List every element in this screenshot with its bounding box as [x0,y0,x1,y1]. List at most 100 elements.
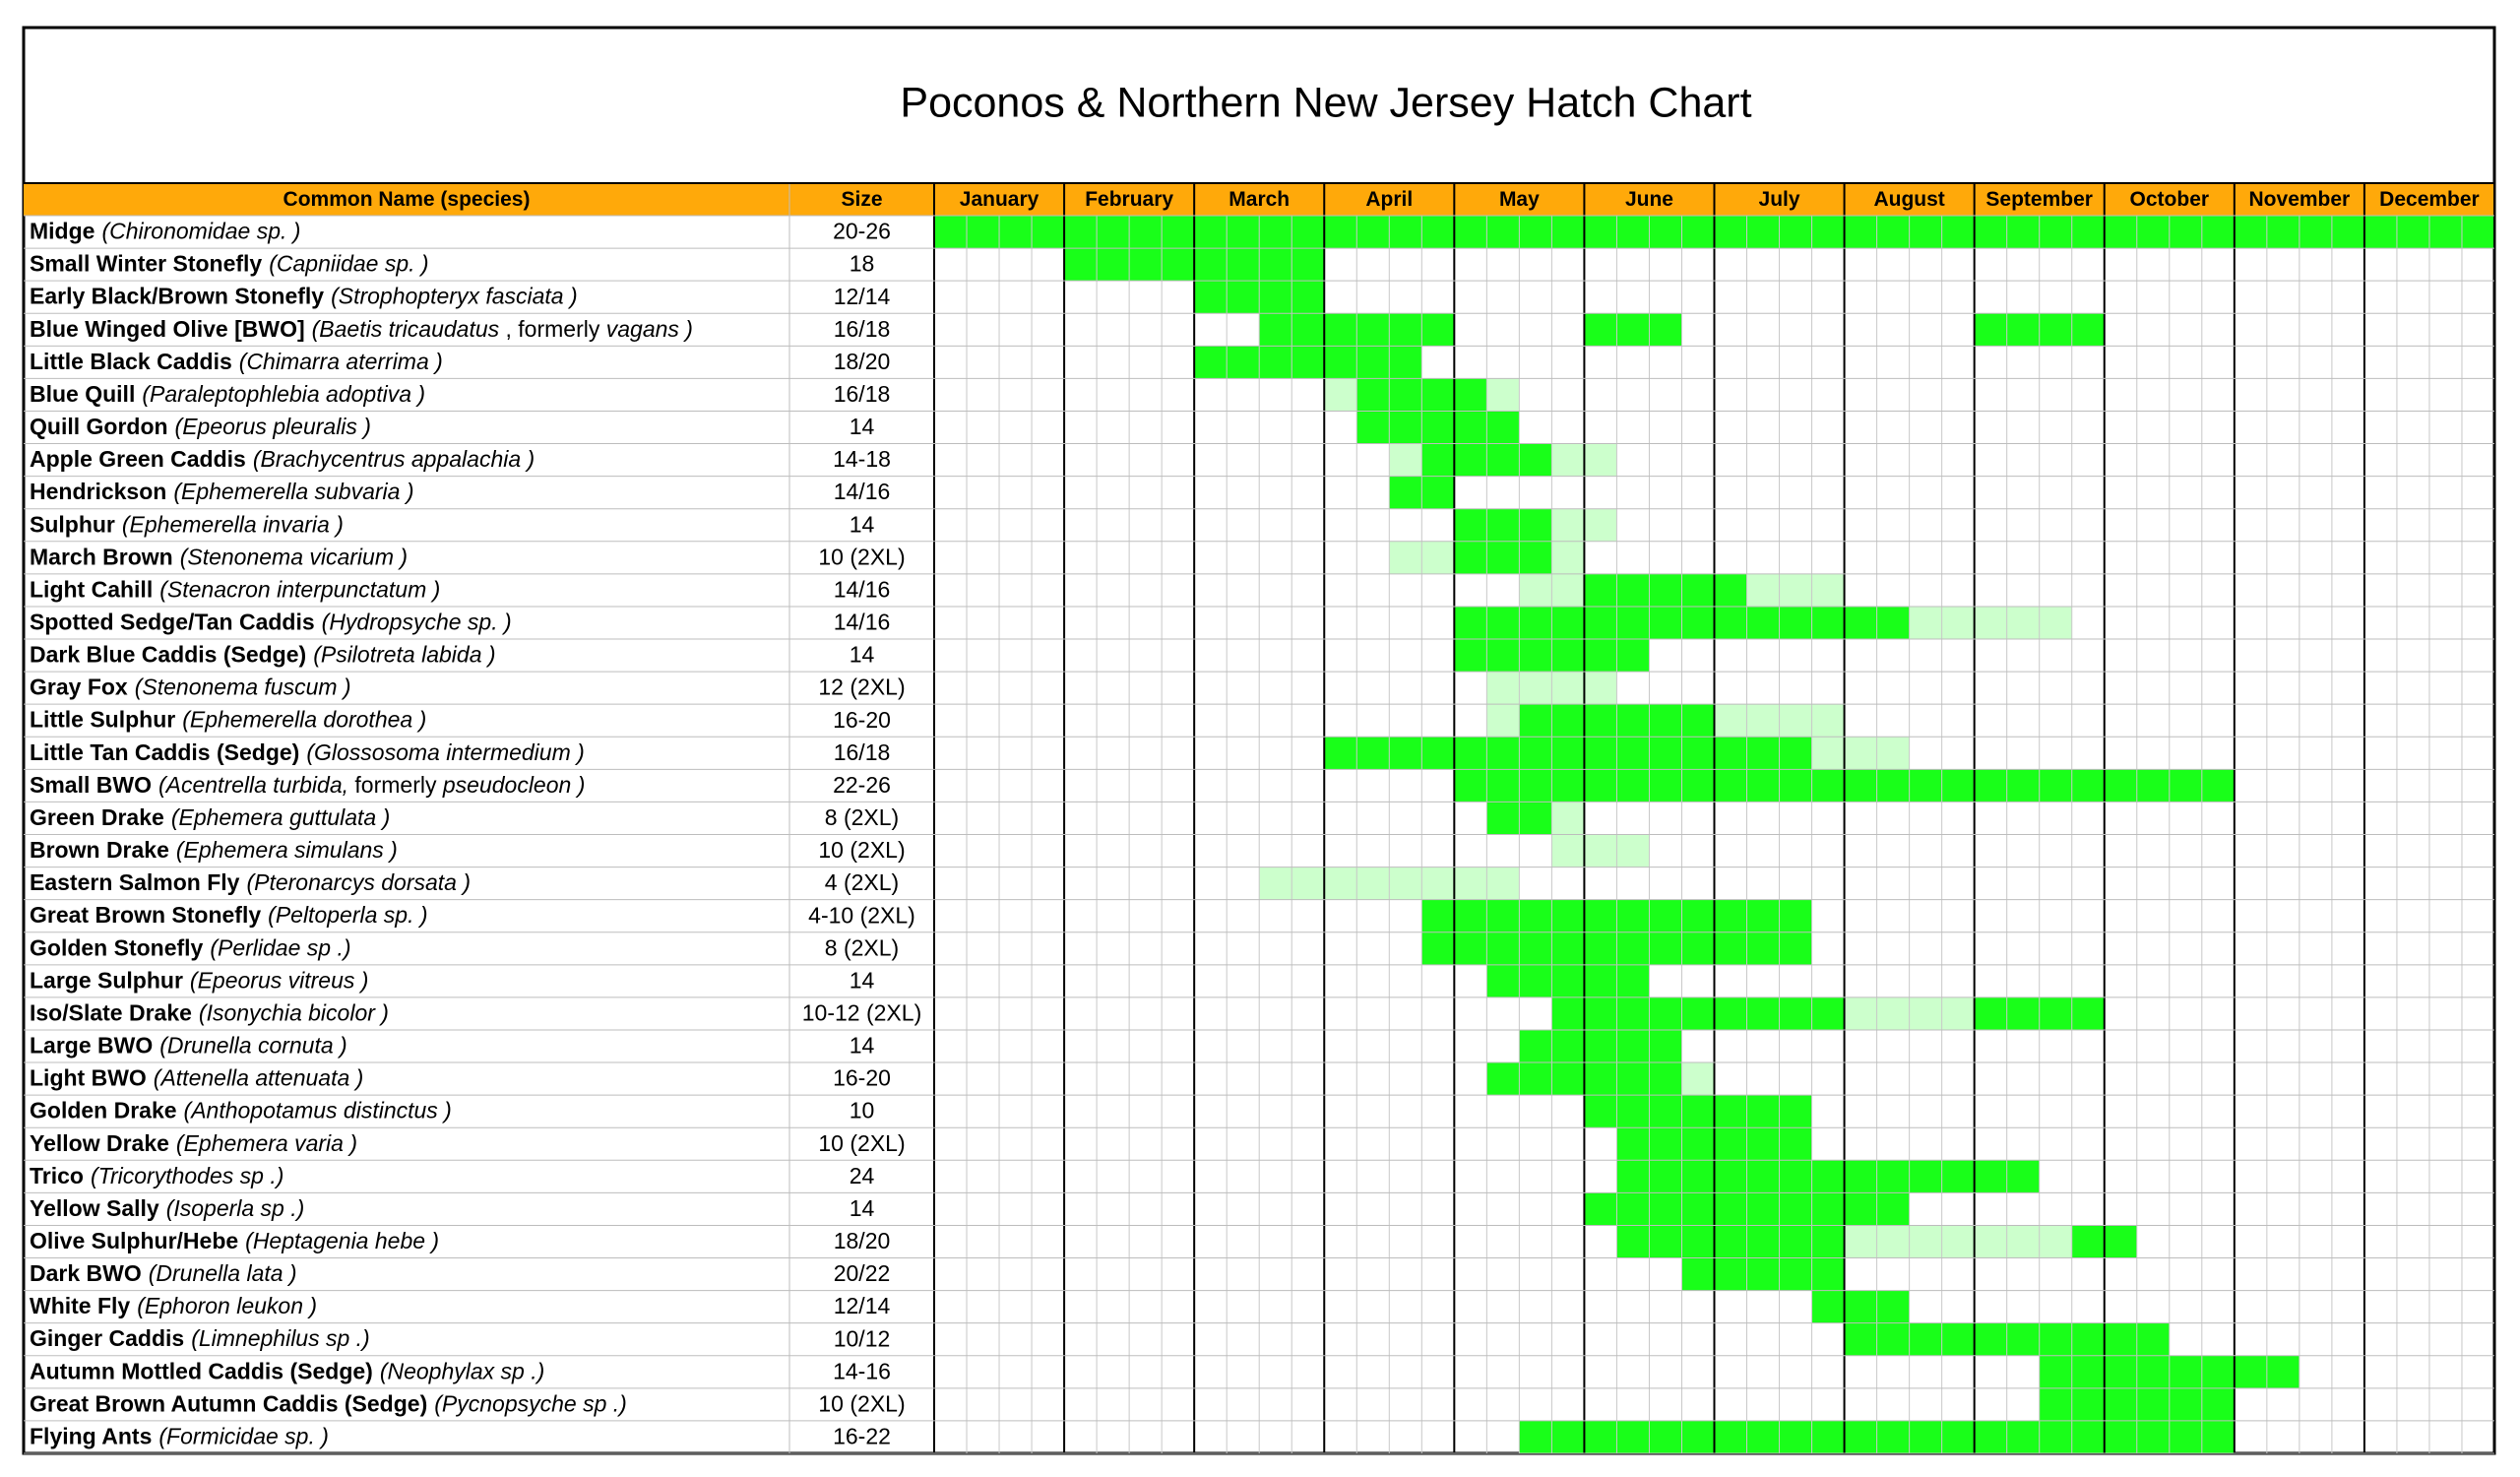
species-name: (Acentrella turbida, [158,772,348,798]
hatch-cell [1909,606,2072,640]
row-label: Light BWO (Attenella attenuata ) [30,1065,363,1091]
common-name: Quill Gordon [30,414,168,439]
row-size: 12/14 [834,1293,891,1318]
hatch-cell [1584,573,1747,607]
hatch-cell [1616,1160,2040,1193]
row-size: 16-22 [833,1424,891,1449]
row-size: 10 [850,1098,875,1124]
species-name: (Isoperla sp .) [166,1195,305,1221]
hatch-cell [1519,1029,1682,1063]
row-label: Golden Stonefly (Perlidae sp .) [30,934,351,960]
species-name: (Epeorus pleuralis ) [175,414,371,439]
hatch-cell [1486,964,1650,997]
row-label: Great Brown Autumn Caddis (Sedge) (Pycnop… [30,1390,627,1416]
row-size: 10/12 [834,1325,891,1351]
common-name: Light Cahill [30,576,153,602]
row-size: 14 [850,1195,875,1221]
species-name: (Ephemera guttulata ) [171,804,390,830]
row-label: Iso/Slate Drake (Isonychia bicolor ) [30,1000,389,1026]
common-name: Sulphur [30,511,115,537]
row-label: Midge (Chironomidae sp. ) [30,219,300,244]
hatch-cell [1616,1225,1845,1258]
row-label: Apple Green Caddis (Brachycentrus appalac… [30,446,535,472]
hatch-cell [1844,1225,2072,1258]
header-month: May [1499,188,1540,211]
common-name: Trico [30,1163,84,1188]
header-month: September [1985,188,2093,211]
species-name: (Drunella cornuta ) [159,1033,346,1059]
hatch-cell [1551,541,1585,574]
species-name: (Ephoron leukon ) [137,1293,317,1318]
row-label: Hendrickson (Ephemerella subvaria ) [30,479,414,504]
header-month: March [1228,188,1290,211]
row-size: 24 [850,1163,875,1188]
common-name: Gray Fox [30,674,128,700]
row-label: Gray Fox (Stenonema fuscum ) [30,674,351,700]
row-label: Little Tan Caddis (Sedge) (Glossosoma int… [30,739,585,765]
species-name: (Isonychia bicolor ) [199,1000,389,1026]
header-month: April [1365,188,1413,211]
hatch-cell [1486,704,1520,738]
common-name: Apple Green Caddis [30,446,246,472]
row-size: 14 [850,414,875,439]
row-label: Spotted Sedge/Tan Caddis (Hydropsyche sp.… [30,610,512,635]
row-label: Green Drake (Ephemera guttulata ) [30,804,390,830]
row-label: Light Cahill (Stenacron interpunctatum ) [30,576,440,602]
species-name: (Perlidae sp .) [210,934,350,960]
row-label: Large BWO (Drunella cornuta ) [30,1033,347,1059]
row-size: 8 (2XL) [825,934,899,960]
row-label: Blue Winged Olive [BWO] (Baetis tricaudat… [30,316,693,342]
common-name: Midge [30,219,94,244]
common-name: Dark BWO [30,1260,142,1286]
species-name: (Paraleptophlebia adoptiva ) [142,381,425,407]
row-label: Early Black/Brown Stonefly (Strophopteryx… [30,284,578,309]
row-size: 10 (2XL) [818,544,905,569]
species-name: (Neophylax sp .) [380,1358,544,1383]
header-size: Size [841,188,882,211]
common-name: Ginger Caddis [30,1325,184,1351]
species-note: formerly [348,772,443,798]
common-name: Autumn Mottled Caddis (Sedge) [30,1358,373,1383]
common-name: Little Sulphur [30,707,175,733]
row-label: Trico (Tricorythodes sp .) [30,1163,284,1188]
hatch-cell [1454,541,1552,574]
common-name: Yellow Sally [30,1195,159,1221]
species-name: (Stenonema fuscum ) [135,674,351,700]
species-name: pseudocleon ) [442,772,586,798]
row-label: March Brown (Stenonema vicarium ) [30,544,408,569]
species-name: (Ephemerella invaria ) [122,511,344,537]
common-name: Yellow Drake [30,1130,169,1156]
row-label: Dark Blue Caddis (Sedge) (Psilotreta labi… [30,642,496,668]
row-label: Small Winter Stonefly (Capniidae sp. ) [30,251,429,277]
species-name: (Heptagenia hebe ) [245,1228,439,1253]
common-name: March Brown [30,544,173,569]
row-size: 14-16 [833,1358,891,1383]
common-name: Great Brown Autumn Caddis (Sedge) [30,1390,427,1416]
row-size: 4 (2XL) [825,869,899,895]
common-name: Great Brown Stonefly [30,902,261,928]
common-name: Small Winter Stonefly [30,251,262,277]
row-size: 16-20 [833,707,891,733]
row-size: 16/18 [834,381,891,407]
hatch-cell [1454,508,1552,542]
species-name: (Limnephilus sp .) [191,1325,370,1351]
row-size: 16-20 [833,1065,891,1091]
common-name: Golden Stonefly [30,934,204,960]
hatch-cell [1681,1257,1845,1291]
row-size: 4-10 (2XL) [808,902,915,928]
row-size: 10-12 (2XL) [802,1000,921,1026]
species-name: (Formicidae sp. ) [158,1424,329,1449]
hatch-cell [1389,443,1422,477]
common-name: Olive Sulphur/Hebe [30,1228,238,1253]
species-name: (Attenella attenuata ) [154,1065,364,1091]
species-note: , formerly [499,316,606,342]
row-size: 12/14 [834,284,891,309]
row-label: Sulphur (Ephemerella invaria ) [30,511,344,537]
species-name: (Drunella lata ) [149,1260,297,1286]
row-size: 20-26 [833,219,891,244]
row-label: Yellow Sally (Isoperla sp .) [30,1195,304,1221]
common-name: Blue Winged Olive [BWO] [30,316,305,342]
row-label: Golden Drake (Anthopotamus distinctus ) [30,1098,452,1124]
header-band [24,183,2494,216]
